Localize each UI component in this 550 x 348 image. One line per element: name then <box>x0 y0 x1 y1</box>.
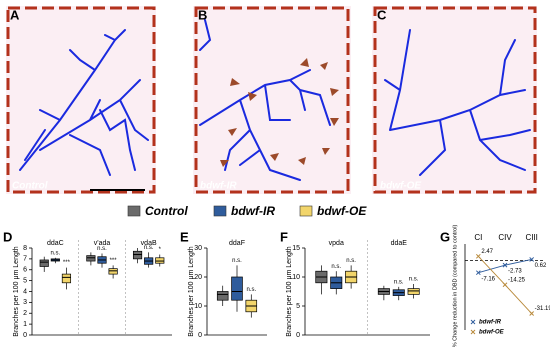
data-label: -2.73 <box>508 269 522 275</box>
significance: *** <box>63 260 71 266</box>
significance: * <box>159 247 162 253</box>
category-label: ddaC <box>47 240 64 247</box>
y-tick-label: 30 <box>194 245 202 252</box>
panel-letter: E <box>180 229 189 244</box>
y-tick-label: 0 <box>23 332 27 339</box>
significance: n.s. <box>232 258 242 264</box>
panel-letter: C <box>377 7 387 22</box>
box <box>61 273 72 284</box>
arrowheads <box>220 58 339 167</box>
frame <box>373 6 537 194</box>
box <box>216 291 229 301</box>
significance: n.s. <box>331 264 341 270</box>
box <box>231 276 243 301</box>
y-axis-label: Branches per 100 μm Length <box>13 246 20 337</box>
background <box>193 6 351 194</box>
y-axis-label: Branches per 100 μm Length <box>188 246 195 337</box>
data-label: -31.197 <box>535 306 550 312</box>
point <box>475 253 481 259</box>
background <box>6 6 156 194</box>
panel-letter: A <box>10 7 20 22</box>
significance: n.s. <box>346 258 356 264</box>
legend-swatch <box>299 205 313 217</box>
category-label: vdaB <box>141 240 157 247</box>
legend-swatch <box>127 205 141 217</box>
y-tick-label: 2 <box>23 310 27 317</box>
legend-label: Control <box>145 204 188 218</box>
neuron <box>19 29 149 176</box>
micrograph-c <box>372 6 537 194</box>
y-tick-label: 10 <box>194 303 202 310</box>
frame <box>194 6 350 194</box>
significance: *** <box>110 258 118 264</box>
legend-label: bdwf-OE <box>479 330 505 336</box>
y-tick-label: 6 <box>23 267 27 274</box>
box <box>155 257 165 264</box>
category-label: CIII <box>525 233 537 242</box>
point <box>475 270 481 276</box>
panel-label: bdwf-OE <box>380 181 421 192</box>
y-tick-label: 7 <box>23 256 27 263</box>
legend-swatch <box>213 205 227 217</box>
panel-letter: B <box>198 7 207 22</box>
significance: n.s. <box>246 287 256 293</box>
neuron <box>199 19 331 181</box>
point <box>529 257 535 262</box>
y-tick-label: 0 <box>198 332 202 339</box>
series-line <box>478 259 532 274</box>
micrograph-a <box>6 6 156 194</box>
box <box>407 288 420 295</box>
point <box>502 262 508 268</box>
y-axis-label: % Change reduction in DBD (compared to c… <box>452 225 458 348</box>
box <box>132 250 143 260</box>
data-label: 2.47 <box>481 249 493 255</box>
box <box>39 259 49 267</box>
y-tick-label: 10 <box>292 274 300 281</box>
panel-letter: G <box>440 229 450 244</box>
y-tick-label: 4 <box>23 288 27 295</box>
y-axis-label: Branches per 100 μm Length <box>286 246 293 337</box>
y-tick-label: 20 <box>194 274 202 281</box>
category-label: ddaF <box>229 240 245 247</box>
category-label: ddaE <box>391 240 408 247</box>
box <box>108 268 118 275</box>
data-label: 0.62 <box>535 263 547 269</box>
y-tick-label: 5 <box>296 303 300 310</box>
significance: n.s. <box>50 250 60 256</box>
y-tick-label: 8 <box>23 245 27 252</box>
point <box>529 311 535 316</box>
panel-label: Control <box>12 181 48 192</box>
point <box>502 282 508 288</box>
y-tick-label: 0 <box>296 332 300 339</box>
significance: n.s. <box>394 279 404 285</box>
y-tick-label: 3 <box>23 299 27 306</box>
neuron <box>384 29 531 176</box>
y-tick-label: 1 <box>23 321 27 328</box>
legend-marker <box>470 319 476 325</box>
box <box>86 255 96 262</box>
legend-marker <box>470 329 476 335</box>
y-tick-label: 15 <box>292 245 300 252</box>
micrograph-b <box>193 6 351 194</box>
legend-label: bdwf-IR <box>479 320 502 326</box>
panel-label: bdwf-IR <box>200 181 237 192</box>
data-label: -14.25 <box>508 277 526 283</box>
category-label: CI <box>474 233 482 242</box>
category-label: CIV <box>498 233 512 242</box>
data-label: -7.16 <box>481 276 495 282</box>
y-tick-label: 5 <box>23 277 27 284</box>
panel-letter: F <box>280 229 288 244</box>
category-label: vpda <box>329 240 344 247</box>
legend-label: bdwf-OE <box>317 204 367 218</box>
significance: n.s. <box>409 277 419 283</box>
background <box>372 6 537 194</box>
significance: n.s. <box>144 245 154 251</box>
panel-letter: D <box>3 229 12 244</box>
category-label: v'ada <box>94 240 111 247</box>
significance: n.s. <box>97 246 107 252</box>
frame <box>6 6 156 194</box>
legend-label: bdwf-IR <box>231 204 275 218</box>
